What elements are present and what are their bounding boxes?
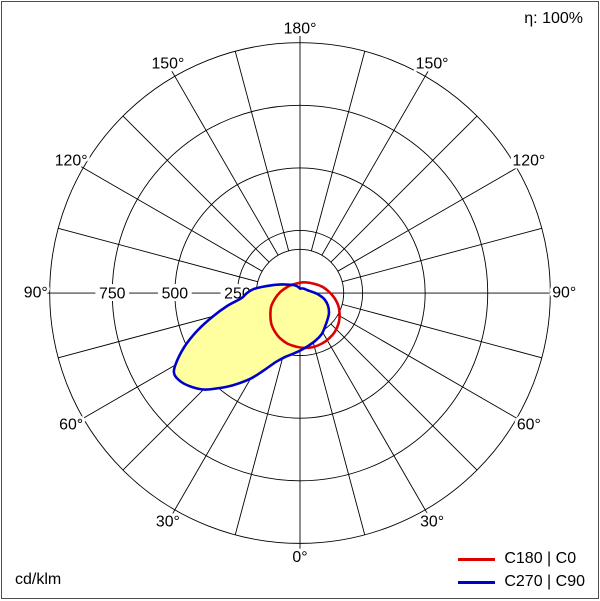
grid-spoke xyxy=(310,335,366,535)
grid-spoke xyxy=(234,335,290,535)
grid-tick xyxy=(74,162,84,169)
grid-tick xyxy=(169,509,176,519)
grid-spoke xyxy=(342,227,542,283)
efficiency-label: η: 100% xyxy=(524,10,583,27)
grid-spoke xyxy=(321,76,426,256)
grid-spoke xyxy=(174,76,279,256)
grid-spoke xyxy=(337,314,517,419)
radial-label-bg xyxy=(95,284,130,301)
legend-line-red xyxy=(458,557,496,561)
grid-spoke xyxy=(321,330,426,511)
grid-spoke xyxy=(330,323,478,471)
grid-spoke xyxy=(83,167,263,272)
angle-label: 30° xyxy=(156,513,180,530)
legend-line-blue xyxy=(458,580,496,584)
curve-fill-1 xyxy=(173,284,330,390)
legend-label-c270-c90: C270 | C90 xyxy=(504,573,585,590)
radial-value-label: 500 xyxy=(162,286,189,303)
angle-label: 180° xyxy=(284,20,317,37)
grid-spoke xyxy=(337,167,517,272)
legend-item-c180-c0: C180 | C0 xyxy=(458,550,585,568)
angle-label: 150° xyxy=(416,56,449,73)
angle-label: 150° xyxy=(151,56,184,73)
grid-spoke xyxy=(58,227,258,283)
grid-spoke xyxy=(330,115,478,263)
grid-tick xyxy=(169,67,176,77)
angle-label: 60° xyxy=(59,417,83,434)
angle-label: 90° xyxy=(552,285,576,302)
grid-spoke xyxy=(234,51,290,251)
legend-item-c270-c90: C270 | C90 xyxy=(458,573,585,591)
legend-label-c180-c0: C180 | C0 xyxy=(504,550,577,567)
units-label: cd/klm xyxy=(15,571,62,588)
angle-label: 90° xyxy=(24,285,48,302)
radial-label-bg xyxy=(157,284,192,301)
angle-label: 120° xyxy=(512,152,545,169)
grid-spoke xyxy=(122,115,270,263)
curve-1 xyxy=(172,283,331,391)
grid-tick xyxy=(516,162,526,169)
angle-label: 60° xyxy=(517,417,541,434)
grid-tick xyxy=(424,509,431,519)
grid-tick xyxy=(516,417,526,424)
radial-value-label: 750 xyxy=(99,286,126,303)
grid-tick xyxy=(74,417,84,424)
grid-spoke xyxy=(310,51,366,251)
legend: C180 | C0 C270 | C90 xyxy=(458,545,585,591)
angle-label: 30° xyxy=(420,513,444,530)
grid-tick xyxy=(424,67,431,77)
angle-label: 0° xyxy=(292,549,307,566)
angle-label: 120° xyxy=(55,152,88,169)
grid-spoke xyxy=(342,303,542,359)
